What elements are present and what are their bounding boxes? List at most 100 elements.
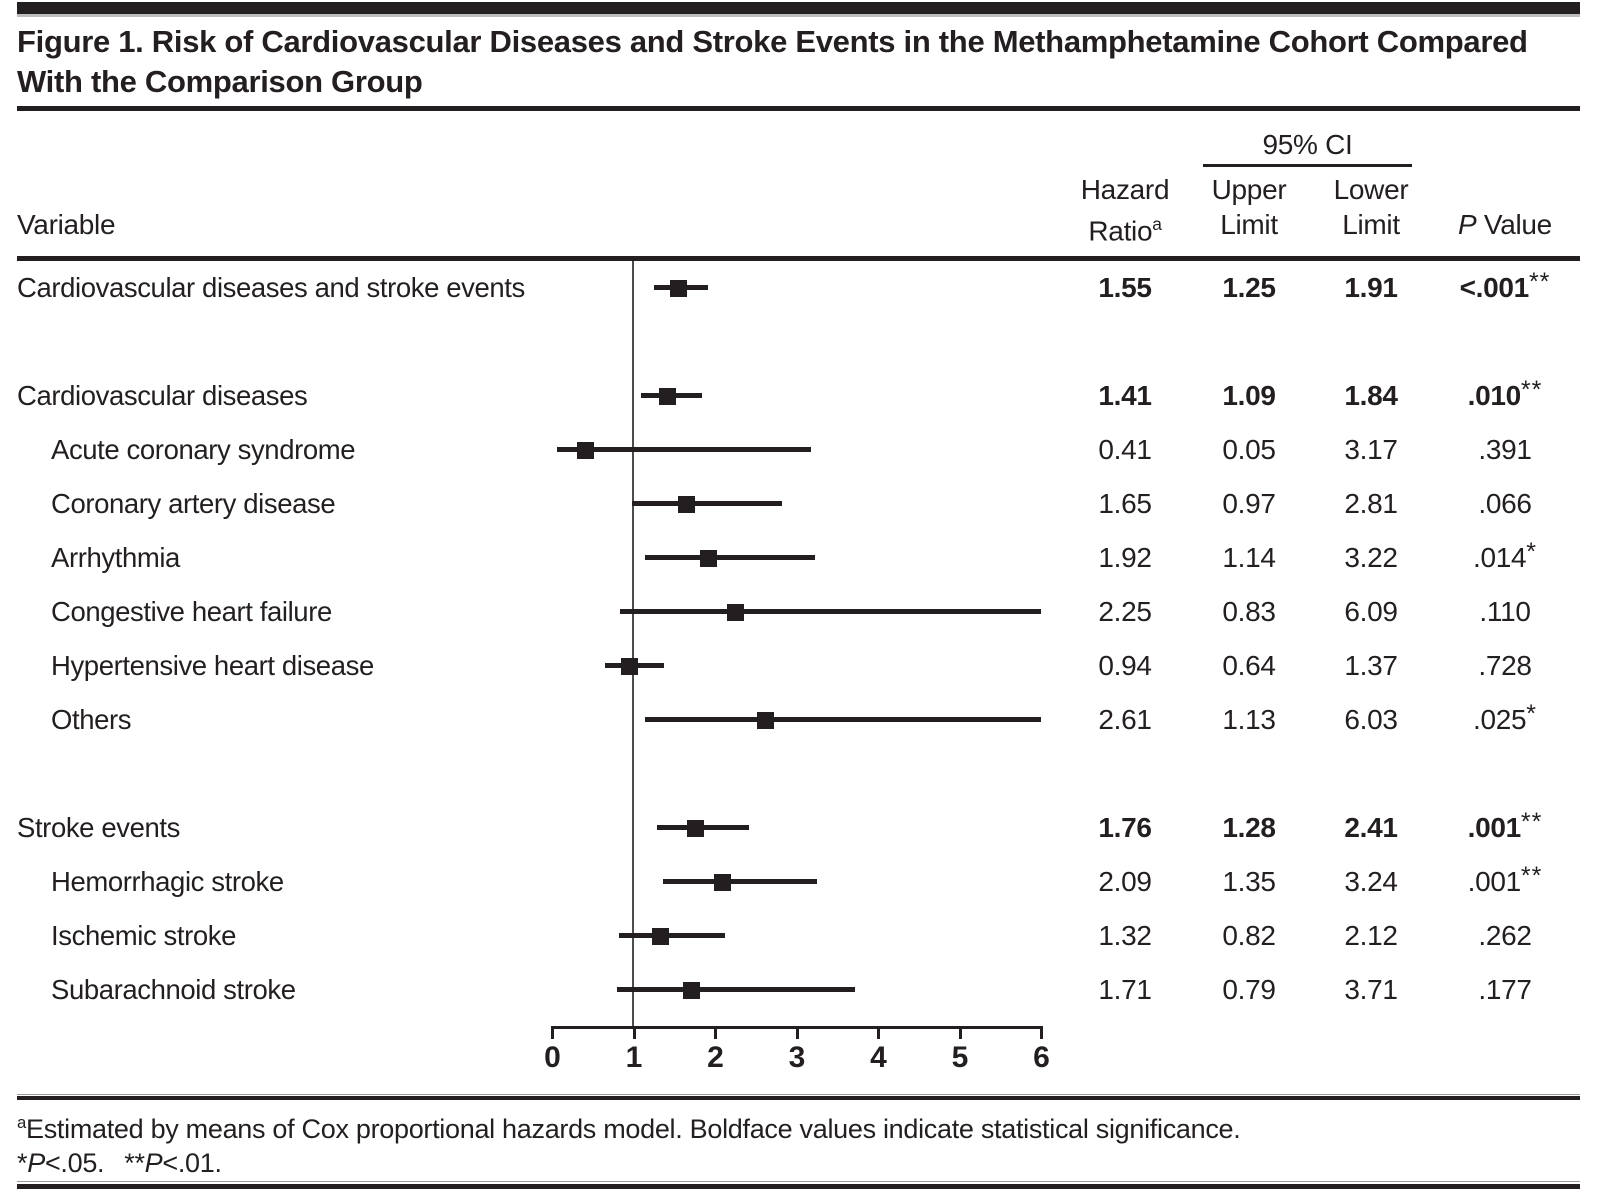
top-border-shadow bbox=[17, 14, 1580, 17]
header-rule bbox=[17, 256, 1580, 261]
p-value: .001** bbox=[1467, 808, 1543, 843]
forest-ci-line bbox=[645, 555, 815, 560]
x-axis-tick-label: 4 bbox=[870, 1041, 887, 1074]
p-value: .025* bbox=[1472, 700, 1538, 735]
forest-point-marker bbox=[678, 495, 696, 513]
forest-row-label: Cardiovascular diseases and stroke event… bbox=[17, 272, 525, 303]
forest-point-marker bbox=[700, 549, 718, 567]
column-header-variable: Variable bbox=[17, 209, 116, 240]
forest-row-label: Coronary artery disease bbox=[51, 488, 336, 519]
column-header-hazard-ratio: Hazard Ratioa bbox=[1080, 174, 1170, 247]
x-axis-tick-label: 3 bbox=[788, 1041, 806, 1074]
upper-limit-value: 1.35 bbox=[1222, 866, 1276, 897]
significance-asterisks: ** bbox=[1520, 376, 1543, 404]
p-value: <.001** bbox=[1459, 268, 1551, 303]
p-value: .262 bbox=[1478, 920, 1532, 951]
footnote-a-marker: a bbox=[17, 1113, 27, 1132]
x-axis-tick bbox=[714, 1026, 717, 1039]
hazard-ratio-value: 1.41 bbox=[1098, 380, 1152, 411]
forest-row-label: Stroke events bbox=[17, 812, 180, 843]
hazard-ratio-value: 1.92 bbox=[1098, 542, 1152, 573]
forest-point-marker bbox=[620, 657, 638, 675]
hazard-ratio-footnote-marker: a bbox=[1152, 214, 1162, 234]
forest-ci-line bbox=[620, 609, 1042, 614]
top-border-bar bbox=[17, 2, 1580, 14]
bottom-border-bar bbox=[17, 1184, 1580, 1189]
forest-row-label: Subarachnoid stroke bbox=[51, 974, 296, 1005]
forest-row-label: Acute coronary syndrome bbox=[51, 434, 356, 465]
hazard-ratio-value: 2.25 bbox=[1098, 596, 1152, 627]
forest-row-label: Hypertensive heart disease bbox=[51, 650, 374, 681]
footnote-line2: *P<.05. **P<.01. bbox=[17, 1148, 222, 1178]
bottom-border-shadow bbox=[17, 1181, 1580, 1182]
upper-limit-value: 1.25 bbox=[1222, 272, 1276, 303]
column-header-upper-limit: Upper Limit bbox=[1211, 174, 1287, 240]
upper-limit-value: 0.82 bbox=[1222, 920, 1276, 951]
hazard-ratio-value: 2.61 bbox=[1098, 704, 1152, 735]
forest-row-label: Cardiovascular diseases bbox=[17, 380, 308, 411]
p-value: .010** bbox=[1467, 376, 1543, 411]
significance-asterisks: * bbox=[1526, 700, 1538, 728]
figure-title: Figure 1. Risk of Cardiovascular Disease… bbox=[17, 24, 1528, 99]
upper-limit-value: 0.83 bbox=[1222, 596, 1276, 627]
upper-limit-value: 0.64 bbox=[1222, 650, 1276, 681]
forest-ci-line bbox=[644, 717, 1042, 722]
lower-limit-value: 2.41 bbox=[1344, 812, 1398, 843]
forest-ci-line bbox=[631, 501, 782, 506]
forest-point-marker bbox=[714, 873, 732, 891]
lower-limit-value: 1.37 bbox=[1344, 650, 1398, 681]
forest-point-marker bbox=[756, 711, 774, 729]
forest-ci-line bbox=[556, 447, 811, 452]
x-axis-tick-label: 0 bbox=[544, 1041, 561, 1074]
forest-row-label: Congestive heart failure bbox=[51, 596, 332, 627]
p-value: .001** bbox=[1467, 862, 1543, 897]
column-header-p-value: P Value bbox=[1458, 209, 1552, 240]
x-axis-tick bbox=[632, 1026, 636, 1039]
forest-point-marker bbox=[670, 279, 688, 297]
significance-asterisks: ** bbox=[1520, 862, 1543, 890]
lower-limit-value: 3.17 bbox=[1344, 434, 1398, 465]
x-axis-tick-label: 6 bbox=[1033, 1041, 1050, 1074]
forest-ci-line bbox=[616, 987, 855, 992]
hazard-ratio-value: 1.65 bbox=[1098, 488, 1152, 519]
upper-limit-value: 1.14 bbox=[1222, 542, 1276, 573]
upper-limit-value: 1.13 bbox=[1222, 704, 1276, 735]
forest-row-label: Others bbox=[51, 704, 132, 735]
hazard-ratio-value: 1.55 bbox=[1098, 272, 1152, 303]
upper-limit-value: 0.97 bbox=[1222, 488, 1276, 519]
footnote-line1: aEstimated by means of Cox proportional … bbox=[17, 1113, 1241, 1144]
lower-limit-value: 2.81 bbox=[1344, 488, 1398, 519]
x-axis-tick-label: 2 bbox=[707, 1041, 724, 1074]
lower-limit-value: 1.84 bbox=[1344, 380, 1398, 411]
forest-row-label: Hemorrhagic stroke bbox=[51, 866, 284, 897]
lower-limit-value: 6.03 bbox=[1344, 704, 1398, 735]
hazard-ratio-value: 0.41 bbox=[1098, 434, 1152, 465]
footnote-rule bbox=[17, 1096, 1580, 1100]
x-axis-tick bbox=[795, 1026, 799, 1039]
p-value: .066 bbox=[1478, 488, 1532, 519]
forest-row-label: Ischemic stroke bbox=[51, 920, 237, 951]
upper-limit-value: 1.09 bbox=[1222, 380, 1276, 411]
forest-point-marker bbox=[687, 819, 705, 837]
hazard-ratio-value: 1.76 bbox=[1098, 812, 1152, 843]
hazard-ratio-value: 0.94 bbox=[1098, 650, 1152, 681]
lower-limit-value: 2.12 bbox=[1344, 920, 1398, 951]
footnote-rule-gray bbox=[17, 1094, 1580, 1095]
column-header-95ci: 95% CI bbox=[1262, 129, 1353, 160]
x-axis-tick-label: 5 bbox=[951, 1041, 969, 1074]
forest-point-marker bbox=[658, 387, 676, 405]
x-axis-tick bbox=[877, 1026, 880, 1039]
upper-limit-value: 0.79 bbox=[1222, 974, 1276, 1005]
lower-limit-value: 1.91 bbox=[1344, 272, 1398, 303]
x-axis-tick bbox=[551, 1026, 554, 1039]
p-value: .728 bbox=[1478, 650, 1532, 681]
x-axis-tick bbox=[1040, 1026, 1043, 1039]
reference-line-hr1 bbox=[632, 261, 634, 1027]
upper-limit-value: 0.05 bbox=[1222, 434, 1276, 465]
p-value: .014* bbox=[1472, 538, 1538, 573]
x-axis-tick bbox=[958, 1026, 962, 1039]
ci-group-underline bbox=[1203, 164, 1412, 167]
p-value: .110 bbox=[1479, 596, 1531, 627]
forest-ci-line bbox=[619, 933, 726, 938]
